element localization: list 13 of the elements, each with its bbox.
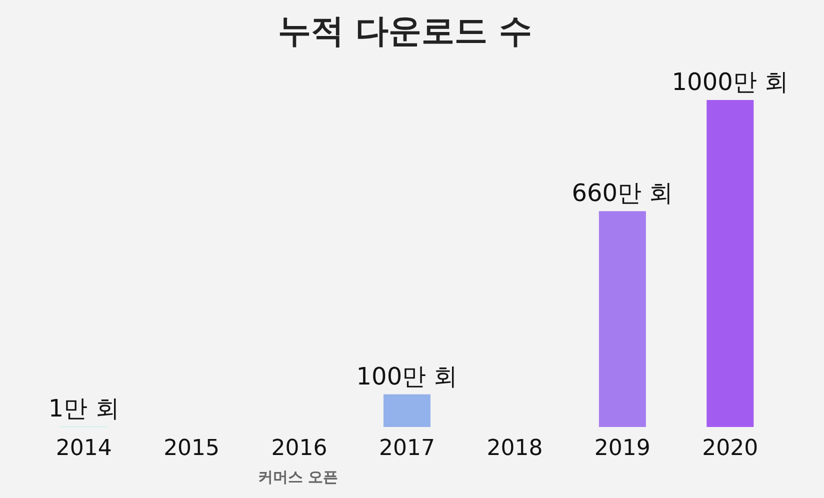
- x-tick-label: 2015: [164, 436, 220, 461]
- data-label: 1만 회: [48, 394, 120, 423]
- x-tick-label: 2014: [56, 436, 112, 461]
- x-tick-label: 2019: [594, 436, 650, 461]
- data-label: 100만 회: [356, 362, 458, 390]
- x-tick-label: 2016: [271, 436, 328, 461]
- data-label: 660만 회: [572, 179, 674, 208]
- text: 커머스 오픈: [258, 468, 338, 486]
- x-tick-label: 2020: [702, 436, 758, 461]
- x-tick-label: 2017: [379, 436, 435, 461]
- chart-title: 누적 다운로드 수: [278, 11, 532, 50]
- data-label: 1000만 회: [672, 68, 788, 96]
- x-tick-label: 2018: [486, 436, 543, 461]
